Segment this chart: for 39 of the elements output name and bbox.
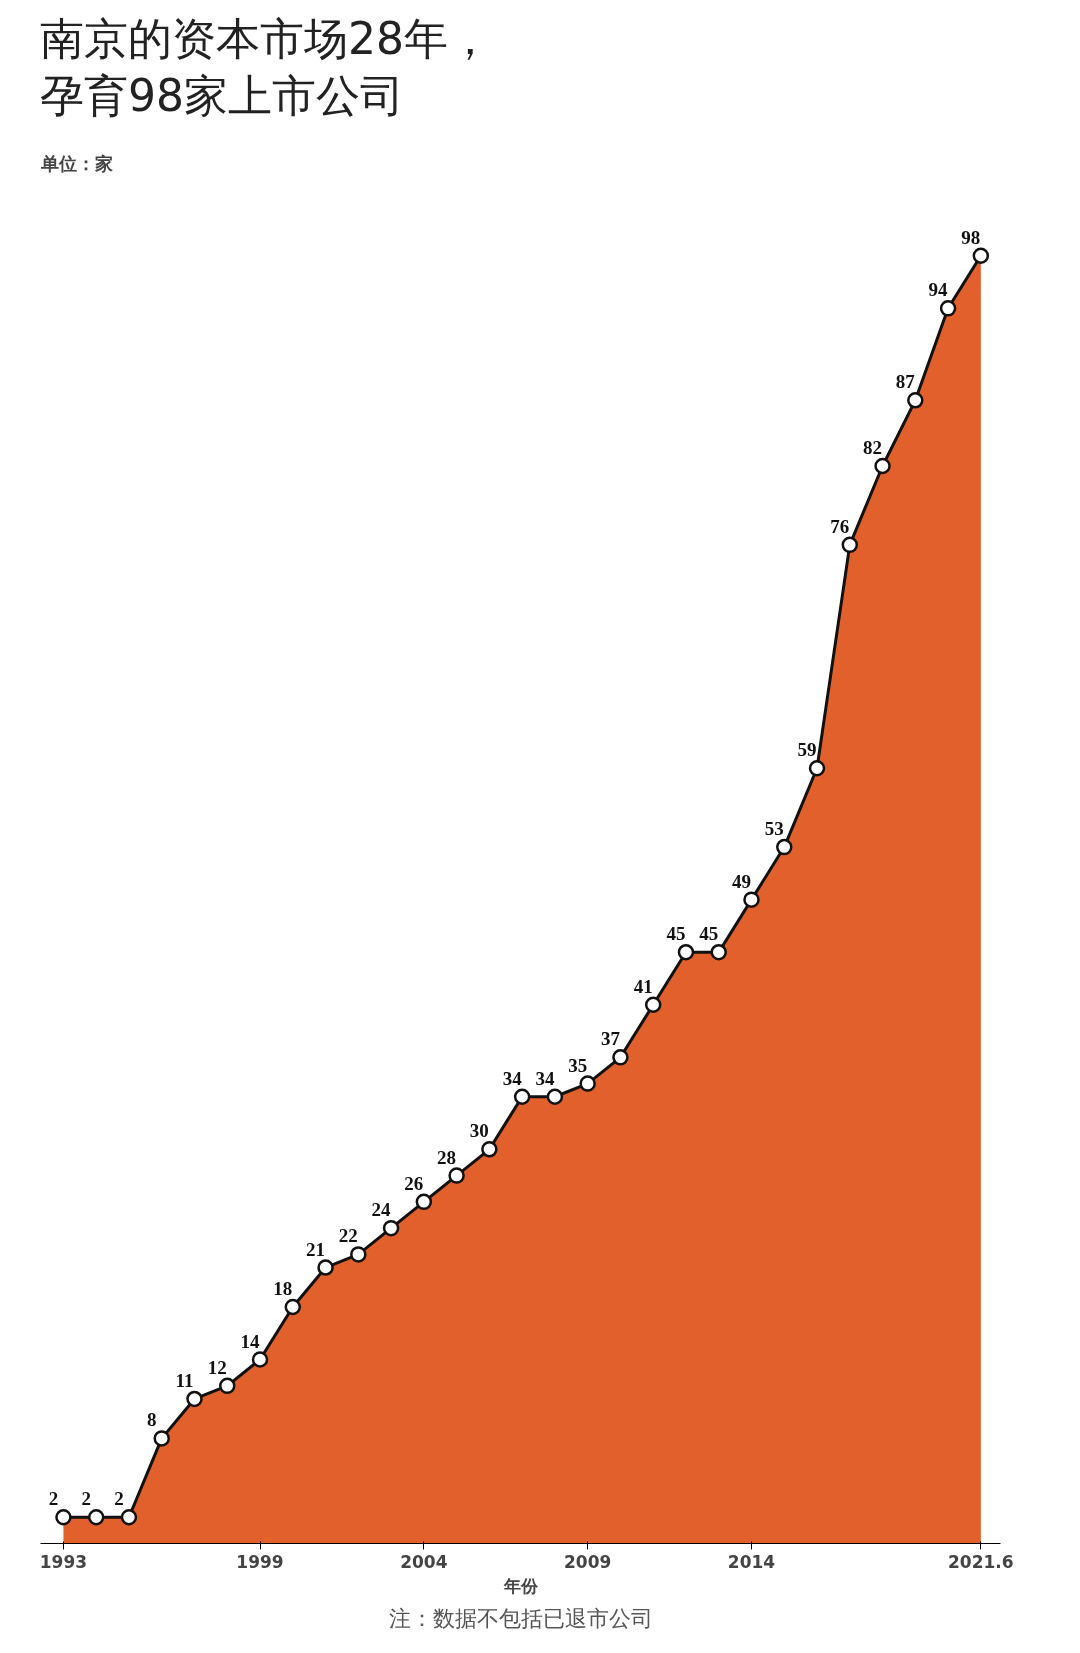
data-label: 34 [535, 1067, 555, 1089]
data-label: 94 [928, 279, 949, 301]
data-label: 53 [764, 818, 784, 840]
data-label: 41 [633, 975, 653, 997]
data-label: 26 [404, 1172, 424, 1194]
data-label: 11 [175, 1369, 194, 1391]
data-label: 82 [863, 437, 883, 459]
data-label: 28 [437, 1146, 457, 1168]
x-tick-label: 1999 [236, 1551, 284, 1572]
data-label: 30 [469, 1120, 489, 1142]
chart-title: 南京的资本市场28年，孕育98家上市公司 [40, 12, 493, 124]
x-axis-title: 年份 [502, 1575, 539, 1596]
data-label: 8 [146, 1409, 157, 1431]
data-label: 76 [830, 515, 850, 537]
data-label: 37 [600, 1028, 621, 1050]
x-tick-label: 2014 [727, 1551, 776, 1572]
text: 注：数据不包括已退市公司 [388, 1605, 653, 1631]
data-label: 59 [797, 739, 817, 761]
data-label: 14 [240, 1330, 261, 1352]
x-tick-label: 2009 [564, 1551, 612, 1572]
data-label: 2 [81, 1488, 91, 1510]
data-label: 12 [207, 1356, 227, 1378]
data-label: 45 [666, 923, 686, 945]
data-label: 18 [273, 1277, 293, 1299]
data-label: 35 [568, 1054, 588, 1076]
x-tick-label: 1993 [39, 1551, 88, 1572]
data-label: 2 [114, 1488, 124, 1510]
data-label: 45 [699, 923, 719, 945]
data-label: 87 [895, 371, 916, 393]
text: 单位：家 [39, 152, 113, 174]
data-label: 98 [961, 226, 981, 248]
data-label: 49 [731, 870, 751, 892]
data-label: 22 [338, 1225, 358, 1247]
data-label: 2 [48, 1488, 59, 1510]
data-label: 34 [502, 1067, 523, 1089]
data-label: 24 [371, 1199, 392, 1221]
data-label: 21 [306, 1238, 326, 1260]
x-tick-label: 2004 [400, 1551, 448, 1572]
x-tick-label: 2021.6 [948, 1551, 1014, 1572]
